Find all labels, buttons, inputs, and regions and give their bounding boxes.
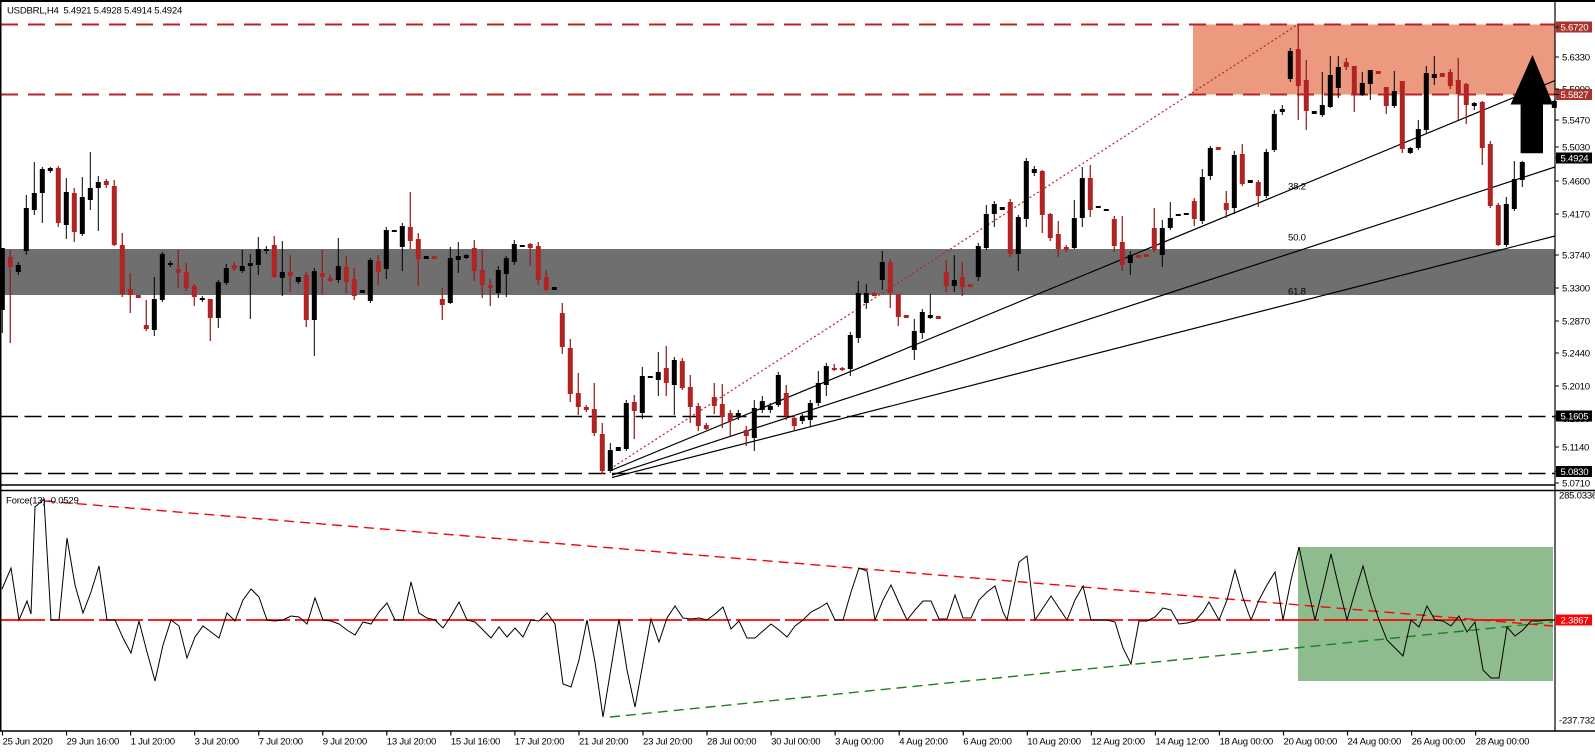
svg-text:21 Jul 20:00: 21 Jul 20:00 [579,737,628,748]
svg-text:5.6720: 5.6720 [1561,23,1589,34]
svg-text:5.4600: 5.4600 [1562,177,1590,188]
svg-text:5.2010: 5.2010 [1562,382,1590,393]
svg-text:29 Jun 16:00: 29 Jun 16:00 [67,737,119,748]
svg-text:Force(13) -0.0529: Force(13) -0.0529 [6,496,79,507]
svg-text:5.4170: 5.4170 [1562,210,1590,221]
svg-text:5.5030: 5.5030 [1562,143,1590,154]
svg-text:18 Aug 00:00: 18 Aug 00:00 [1219,737,1273,748]
svg-text:5.1140: 5.1140 [1562,443,1589,454]
svg-text:9 Jul 20:00: 9 Jul 20:00 [323,737,367,748]
svg-text:38.2: 38.2 [1288,182,1306,193]
svg-text:14 Aug 12:00: 14 Aug 12:00 [1155,737,1209,748]
svg-text:5.3300: 5.3300 [1562,284,1590,295]
svg-text:5.0710: 5.0710 [1562,479,1590,490]
svg-text:5.5470: 5.5470 [1562,116,1590,127]
svg-text:5.3740: 5.3740 [1562,251,1590,262]
svg-text:285.0336: 285.0336 [1559,491,1595,502]
svg-text:USDBRL,H4 5.4921 5.4928 5.491: USDBRL,H4 5.4921 5.4928 5.4914 5.4924 [7,6,183,17]
svg-text:25 Jun 2020: 25 Jun 2020 [3,737,53,748]
svg-text:50.0: 50.0 [1288,233,1306,244]
svg-text:13 Jul 20:00: 13 Jul 20:00 [387,737,436,748]
svg-text:1 Jul 20:00: 1 Jul 20:00 [131,737,175,748]
svg-text:5.5827: 5.5827 [1561,90,1589,101]
svg-text:61.8: 61.8 [1288,287,1306,298]
svg-text:10 Aug 20:00: 10 Aug 20:00 [1027,737,1081,748]
svg-text:5.6330: 5.6330 [1562,53,1590,64]
svg-text:5.2870: 5.2870 [1562,317,1590,328]
svg-text:5.2440: 5.2440 [1562,349,1590,360]
svg-text:20 Aug 00:00: 20 Aug 00:00 [1284,737,1338,748]
svg-text:23 Jul 20:00: 23 Jul 20:00 [643,737,692,748]
svg-text:28 Aug 00:00: 28 Aug 00:00 [1476,737,1530,748]
svg-text:7 Jul 20:00: 7 Jul 20:00 [259,737,303,748]
svg-text:5.1605: 5.1605 [1561,412,1589,423]
svg-text:28 Jul 00:00: 28 Jul 00:00 [707,737,756,748]
svg-text:24 Aug 00:00: 24 Aug 00:00 [1348,737,1402,748]
svg-text:15 Jul 16:00: 15 Jul 16:00 [451,737,500,748]
svg-text:3 Jul 20:00: 3 Jul 20:00 [195,737,239,748]
svg-text:4 Aug 20:00: 4 Aug 20:00 [899,737,947,748]
svg-text:30 Jul 00:00: 30 Jul 00:00 [771,737,820,748]
svg-text:-237.732: -237.732 [1559,716,1595,727]
svg-text:3 Aug 00:00: 3 Aug 00:00 [835,737,883,748]
svg-text:12 Aug 20:00: 12 Aug 20:00 [1091,737,1145,748]
svg-text:6 Aug 20:00: 6 Aug 20:00 [963,737,1011,748]
svg-text:2.3867: 2.3867 [1561,616,1589,627]
svg-text:17 Jul 20:00: 17 Jul 20:00 [515,737,564,748]
svg-text:5.0830: 5.0830 [1561,467,1589,478]
svg-text:5.4924: 5.4924 [1561,154,1590,165]
svg-text:26 Aug 00:00: 26 Aug 00:00 [1412,737,1466,748]
